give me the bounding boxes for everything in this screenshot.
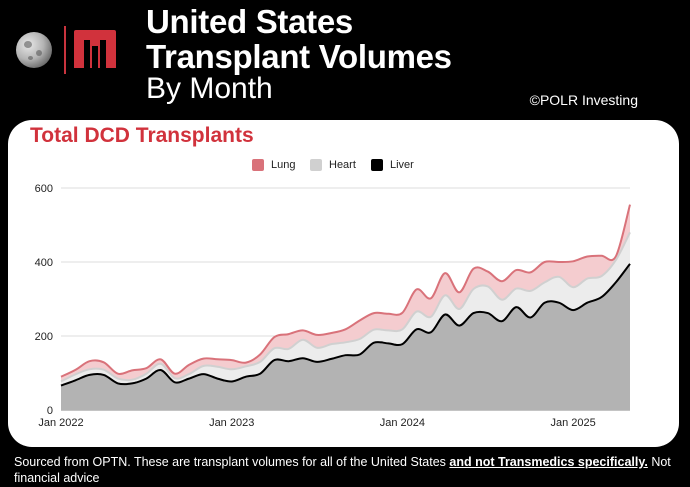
legend-label-liver: Liver: [390, 159, 414, 171]
credit-text: ©POLR Investing: [529, 92, 638, 108]
transmedics-logo-icon: [74, 30, 116, 68]
legend-swatch-lung: [252, 159, 264, 171]
y-tick-label-0: 0: [47, 405, 53, 417]
legend-label-lung: Lung: [271, 159, 296, 171]
chart-title: Total DCD Transplants: [30, 124, 254, 147]
x-tick-label: Jan 2024: [380, 417, 425, 429]
legend-swatch-liver: [371, 159, 383, 171]
y-tick-label-200: 200: [35, 331, 53, 343]
footer-text-end: Not financial advice: [14, 455, 671, 485]
header: United States Transplant Volumes By Mont…: [0, 0, 690, 118]
logo-divider: [64, 26, 66, 74]
x-tick-label: Jan 2025: [550, 417, 595, 429]
y-tick-label-600: 600: [35, 183, 53, 195]
legend-label-heart: Heart: [329, 159, 356, 171]
chart-legend: Lung Heart Liver: [0, 159, 690, 177]
x-tick-label: Jan 2023: [209, 417, 254, 429]
title-line-2: Transplant Volumes: [146, 38, 452, 75]
legend-item-liver: Liver: [371, 159, 414, 171]
legend-swatch-heart: [310, 159, 322, 171]
page-subtitle: By Month: [146, 72, 273, 105]
legend-item-lung: Lung: [252, 159, 295, 171]
line-heart: [60, 231, 631, 383]
page-title: United States Transplant Volumes: [146, 4, 452, 74]
footer-text: Sourced from OPTN. These are transplant …: [14, 455, 450, 469]
moon-icon: [16, 32, 52, 68]
footer-emphasis: and not Transmedics specifically.: [449, 455, 648, 469]
legend-item-heart: Heart: [310, 159, 356, 171]
footer-disclaimer: Sourced from OPTN. These are transplant …: [14, 454, 674, 486]
y-tick-label-400: 400: [35, 257, 53, 269]
line-lung: [60, 204, 631, 378]
x-tick-label: Jan 2022: [38, 417, 83, 429]
area-liver: [61, 263, 630, 410]
title-line-1: United States: [146, 3, 353, 40]
line-liver: [60, 263, 631, 387]
